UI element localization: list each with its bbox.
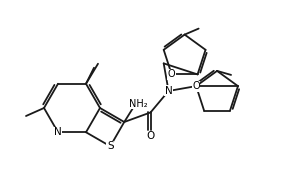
Text: NH₂: NH₂: [129, 99, 148, 109]
Text: N: N: [165, 86, 173, 96]
Text: O: O: [168, 69, 175, 79]
Text: O: O: [146, 132, 155, 141]
Text: N: N: [54, 127, 62, 137]
Text: O: O: [192, 81, 200, 91]
Text: S: S: [107, 141, 113, 151]
